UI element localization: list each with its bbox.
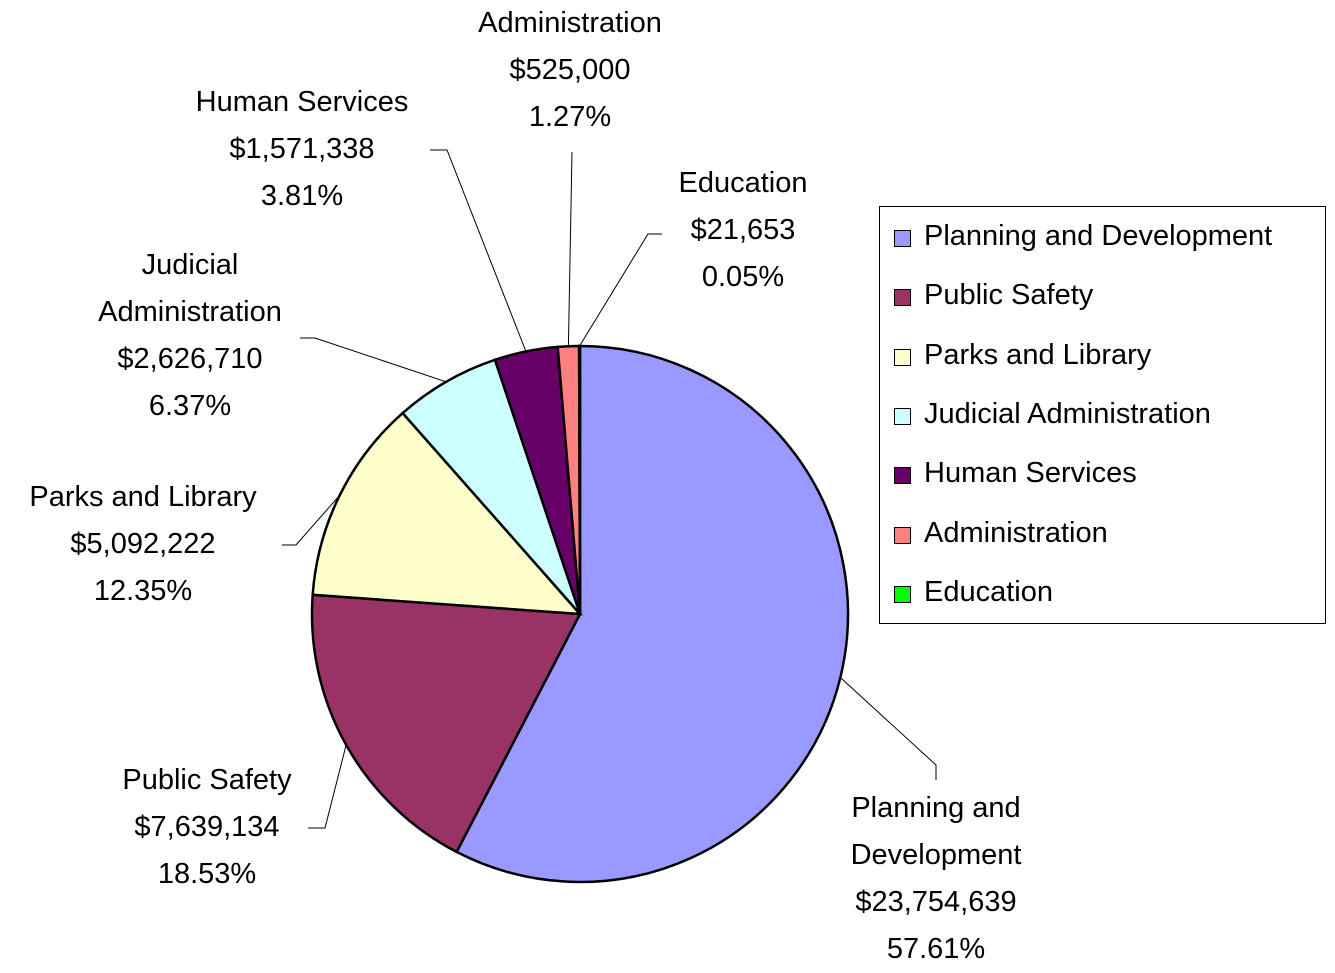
label-percent: 12.35% (93, 575, 193, 607)
label-category: Public Safety (122, 764, 292, 796)
legend-swatch (894, 289, 911, 307)
legend: Planning and Development Public Safety Par… (879, 206, 1326, 624)
legend-swatch (894, 467, 911, 485)
data-label: Administration $525,000 1.27% (370, 0, 770, 141)
data-label: Public Safety $7,639,134 18.53% (7, 757, 407, 898)
leader-line (300, 337, 447, 383)
label-value: $23,754,639 (855, 886, 1017, 918)
label-value: $21,653 (690, 214, 796, 246)
leader-line (579, 233, 662, 347)
label-percent: 1.27% (528, 101, 612, 133)
legend-label: Planning and Development (924, 220, 1273, 252)
leader-line (282, 494, 341, 546)
legend-swatch (894, 407, 911, 425)
label-percent: 6.37% (148, 390, 232, 422)
legend-label: Education (924, 575, 1053, 608)
label-value: $5,092,222 (70, 528, 216, 560)
leader-line (308, 744, 347, 829)
data-label: Judicial Administration $2,626,710 6.37% (65, 242, 315, 430)
data-label: Human Services $1,571,338 3.81% (102, 79, 502, 220)
legend-swatch (894, 526, 911, 544)
label-percent: 0.05% (701, 261, 785, 293)
pie-slice (577, 344, 582, 615)
legend-label: Parks and Library (924, 338, 1152, 371)
data-label: Parks and Library $5,092,222 12.35% (0, 474, 343, 615)
label-value: $7,639,134 (134, 811, 280, 843)
label-value: $1,571,338 (229, 133, 375, 165)
leader-line (567, 151, 573, 347)
legend-swatch (894, 230, 911, 247)
legend-swatch (894, 348, 911, 366)
label-value: $525,000 (509, 54, 631, 86)
leader-line (430, 149, 527, 352)
legend-label: Human Services (924, 457, 1137, 490)
legend-label: Public Safety (924, 279, 1094, 312)
label-percent: 3.81% (260, 180, 344, 212)
legend-label: Administration (924, 516, 1108, 549)
label-percent: 57.61% (886, 933, 986, 965)
data-label: Planning and Development $23,754,639 57.61… (821, 785, 1051, 973)
pie-slice (310, 593, 582, 854)
label-category: Administration (478, 7, 662, 39)
leader-line (840, 677, 937, 780)
label-category: Human Services (195, 86, 409, 118)
legend-label: Judicial Administration (924, 397, 1211, 430)
legend-swatch (894, 585, 911, 603)
label-category: Judicial Administration (98, 249, 282, 328)
label-category: Parks and Library (29, 481, 257, 513)
data-label: Education $21,653 0.05% (543, 160, 943, 301)
label-value: $2,626,710 (117, 343, 263, 375)
label-category: Education (678, 167, 808, 199)
label-category: Planning and Development (850, 792, 1022, 871)
label-percent: 18.53% (157, 858, 257, 890)
